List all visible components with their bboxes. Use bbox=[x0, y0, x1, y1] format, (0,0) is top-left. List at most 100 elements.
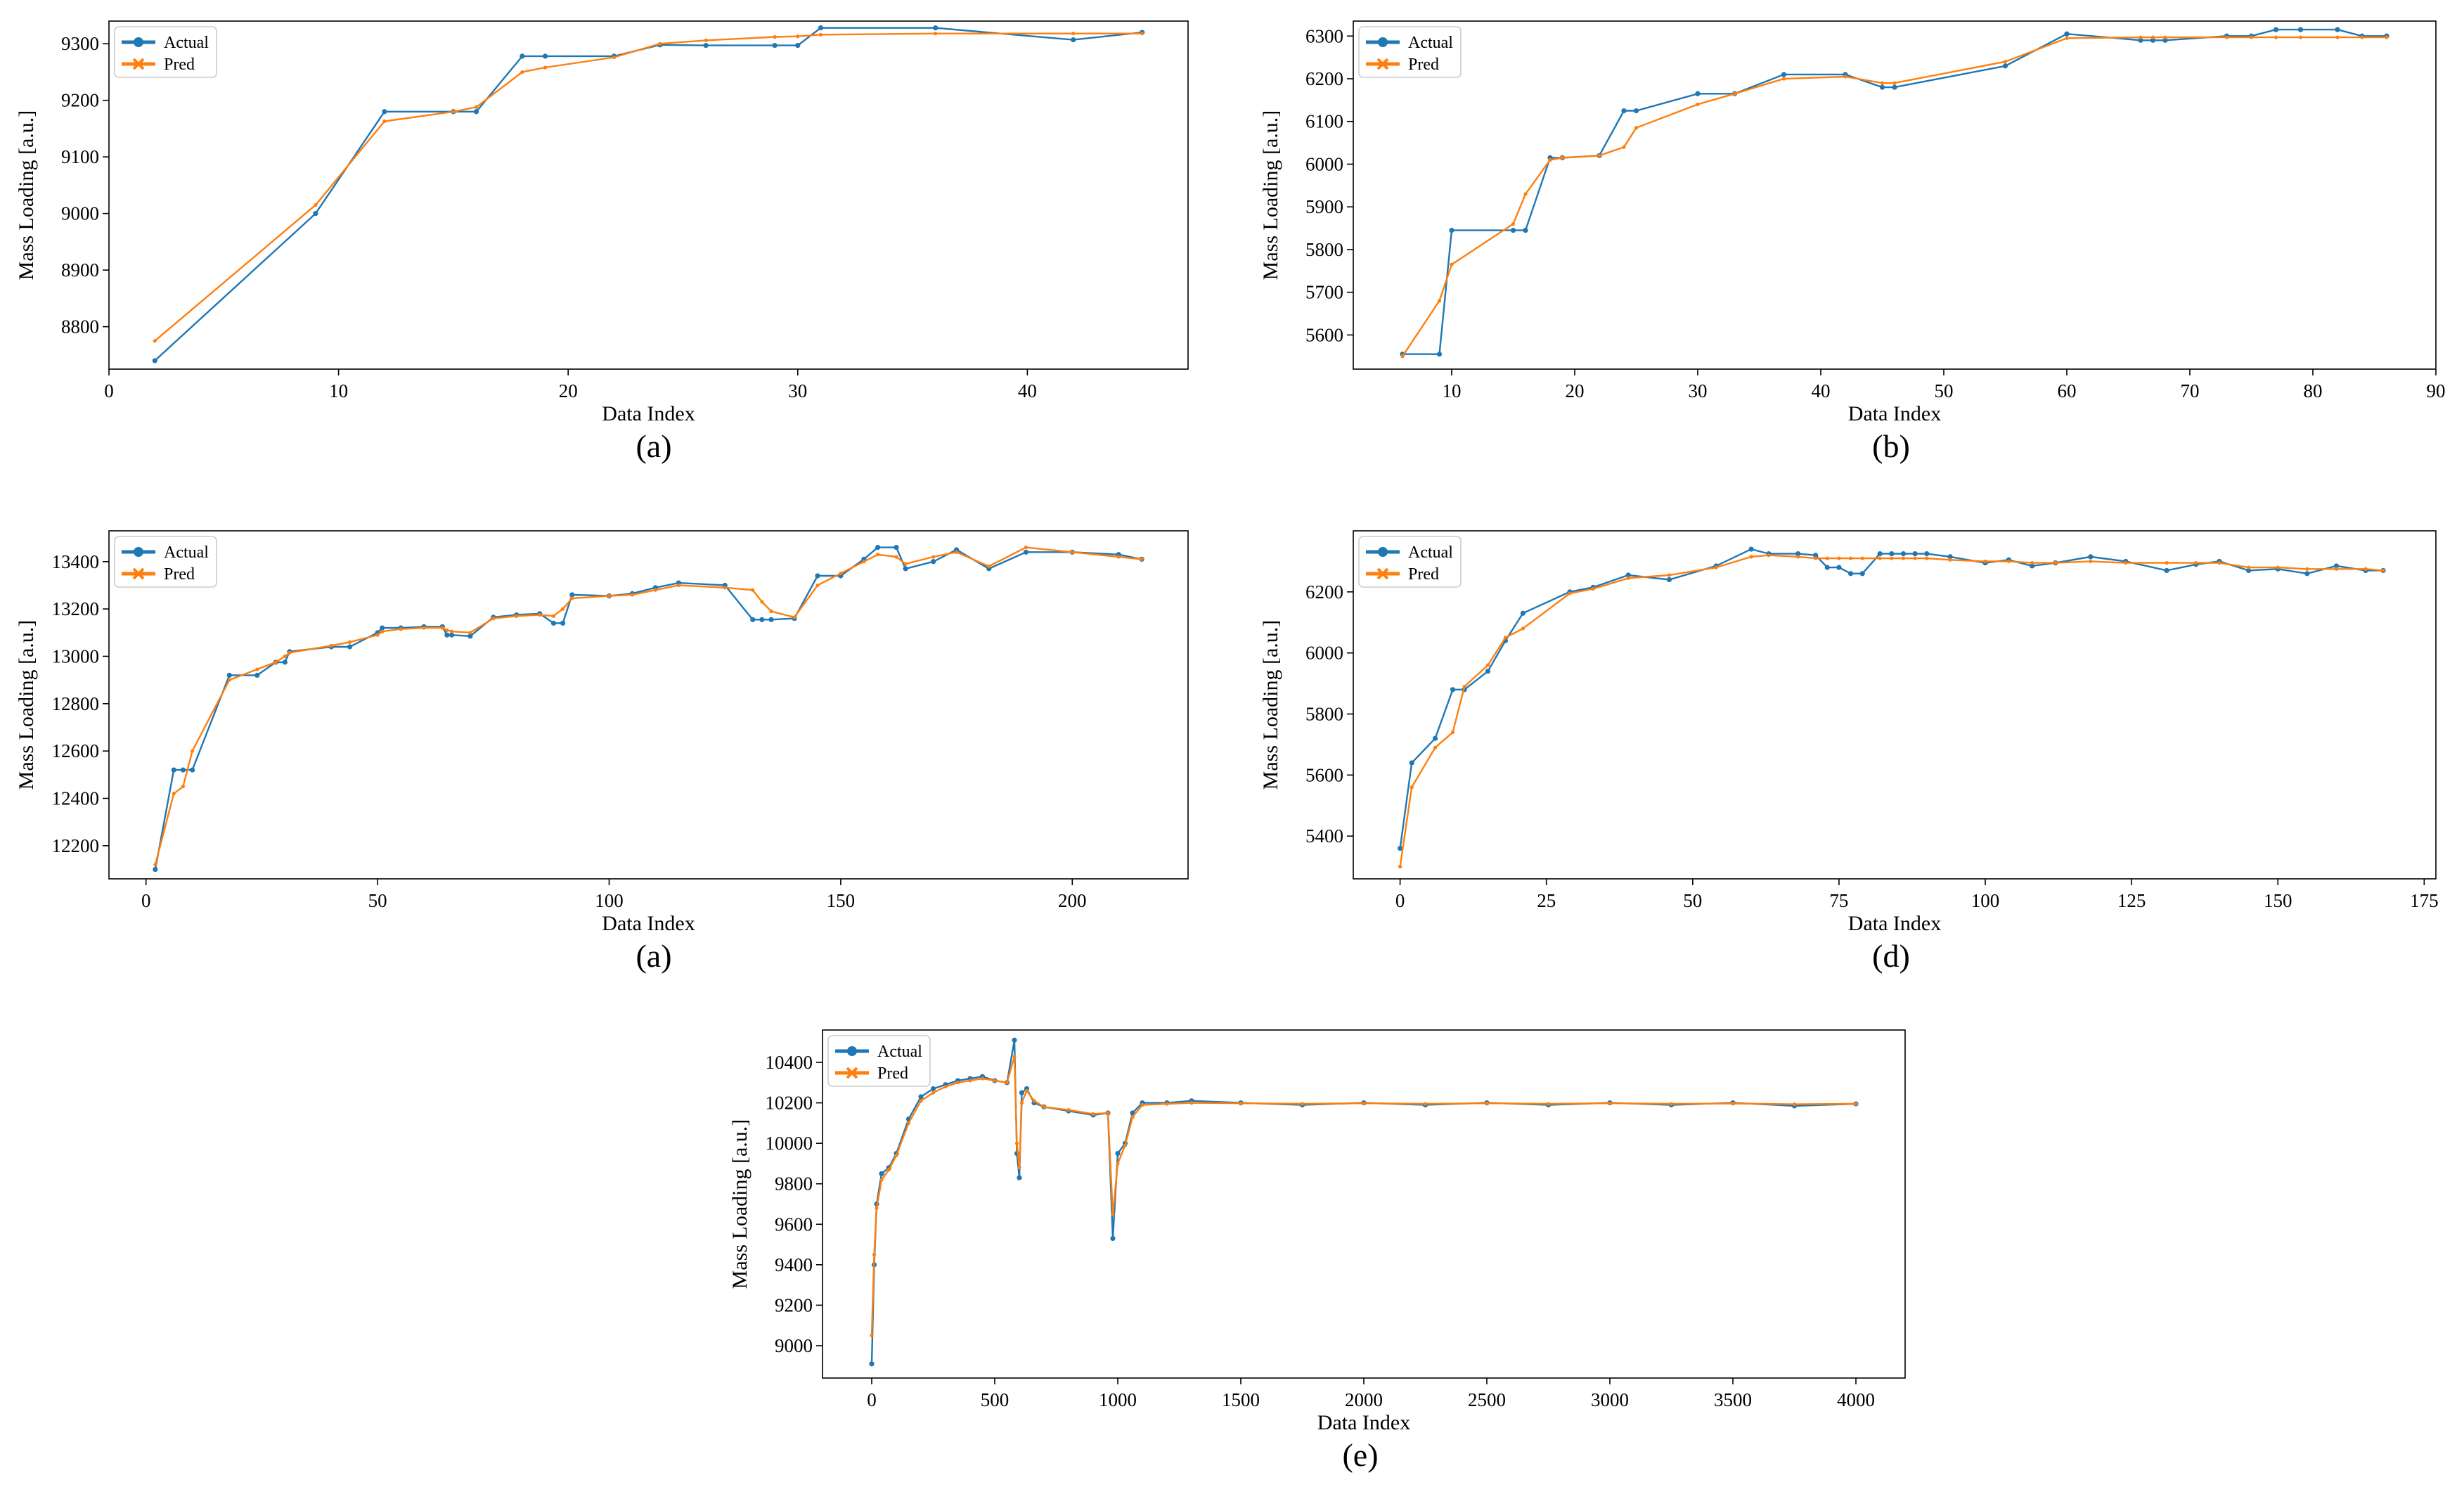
y-tick-label: 12800 bbox=[52, 693, 100, 714]
series-line-actual bbox=[154, 27, 1142, 361]
x-axis-label: Data Index bbox=[602, 402, 695, 425]
data-point-actual bbox=[1397, 845, 1403, 851]
data-point-pred bbox=[468, 631, 472, 635]
y-tick-label: 9600 bbox=[775, 1214, 813, 1235]
data-point-pred bbox=[1568, 591, 1572, 596]
data-point-pred bbox=[1140, 557, 1144, 562]
data-point-pred bbox=[1450, 730, 1455, 735]
data-point-pred bbox=[1116, 555, 1121, 559]
data-point-pred bbox=[2124, 560, 2128, 565]
data-point-pred bbox=[1462, 684, 1466, 689]
data-point-pred bbox=[1781, 77, 1786, 81]
data-point-actual bbox=[1859, 571, 1865, 577]
x-tick-label: 4000 bbox=[1837, 1389, 1875, 1410]
series-line-actual bbox=[154, 546, 1142, 870]
legend-marker-x bbox=[132, 567, 145, 580]
data-point-pred bbox=[2139, 35, 2143, 39]
data-point-actual bbox=[1879, 84, 1885, 90]
data-point-pred bbox=[751, 588, 755, 592]
y-tick-label: 9200 bbox=[775, 1294, 813, 1315]
x-tick-label: 0 bbox=[104, 380, 114, 401]
data-point-actual bbox=[254, 672, 260, 678]
data-point-pred bbox=[870, 1333, 874, 1338]
y-axis-label: Mass Loading [a.u.] bbox=[15, 620, 38, 790]
data-point-actual bbox=[1889, 551, 1895, 557]
y-tick-label: 5600 bbox=[1305, 764, 1343, 785]
data-point-pred bbox=[1071, 32, 1076, 36]
data-point-pred bbox=[796, 34, 800, 39]
data-point-pred bbox=[1130, 1115, 1135, 1119]
data-point-actual bbox=[1924, 551, 1930, 557]
data-point-actual bbox=[1847, 571, 1854, 577]
data-point-actual bbox=[226, 672, 232, 678]
data-point-pred bbox=[943, 1084, 948, 1089]
x-tick-label: 80 bbox=[2304, 380, 2323, 401]
data-point-actual bbox=[903, 566, 908, 572]
legend-label: Actual bbox=[1408, 543, 1453, 562]
x-tick-label: 50 bbox=[1683, 890, 1702, 911]
data-point-pred bbox=[760, 600, 764, 604]
data-point-actual bbox=[520, 53, 525, 59]
data-point-actual bbox=[1409, 760, 1414, 766]
data-point-actual bbox=[1666, 577, 1672, 583]
data-point-pred bbox=[919, 1099, 923, 1103]
data-point-actual bbox=[2246, 567, 2252, 574]
data-point-pred bbox=[968, 1079, 972, 1083]
y-tick-label: 6200 bbox=[1305, 68, 1343, 89]
data-point-pred bbox=[769, 609, 773, 614]
y-tick-label: 6200 bbox=[1305, 581, 1343, 603]
data-point-pred bbox=[227, 678, 231, 682]
legend-label: Pred bbox=[877, 1064, 908, 1083]
y-tick-label: 9100 bbox=[61, 146, 99, 167]
x-tick-label: 125 bbox=[2117, 890, 2146, 911]
plot-frame bbox=[108, 20, 1189, 370]
data-point-pred bbox=[886, 1167, 891, 1172]
data-point-pred bbox=[255, 667, 259, 671]
data-point-actual bbox=[931, 559, 936, 565]
data-point-pred bbox=[1024, 1088, 1029, 1093]
data-point-pred bbox=[1696, 102, 1700, 107]
data-point-actual bbox=[1017, 1175, 1022, 1180]
data-point-pred bbox=[1901, 556, 1906, 560]
data-point-actual bbox=[1892, 84, 1897, 90]
data-point-pred bbox=[1091, 1112, 1095, 1116]
series-line-pred bbox=[1399, 554, 2384, 867]
data-point-actual bbox=[2064, 31, 2070, 37]
data-point-pred bbox=[382, 119, 387, 124]
data-point-actual bbox=[1633, 108, 1639, 114]
data-point-actual bbox=[1115, 1150, 1121, 1157]
legend: Actual Pred bbox=[114, 26, 217, 78]
data-point-actual bbox=[2333, 563, 2340, 569]
data-point-pred bbox=[2335, 35, 2340, 39]
x-tick-label: 20 bbox=[1566, 380, 1585, 401]
data-point-pred bbox=[543, 65, 548, 70]
data-point-pred bbox=[894, 1153, 898, 1158]
data-point-actual bbox=[2335, 27, 2340, 32]
y-tick-label: 6100 bbox=[1305, 111, 1343, 132]
data-point-actual bbox=[795, 43, 801, 49]
data-point-pred bbox=[1511, 221, 1516, 226]
data-point-actual bbox=[569, 592, 575, 598]
data-point-actual bbox=[1795, 551, 1801, 557]
data-point-pred bbox=[2006, 559, 2011, 564]
data-point-pred bbox=[955, 1081, 960, 1085]
data-point-pred bbox=[440, 626, 444, 630]
data-point-pred bbox=[2194, 560, 2198, 565]
data-point-actual bbox=[2002, 63, 2008, 69]
data-point-pred bbox=[612, 55, 617, 60]
y-tick-label: 10400 bbox=[766, 1052, 813, 1073]
y-axis-label: Mass Loading [a.u.] bbox=[728, 1119, 752, 1289]
data-point-pred bbox=[1433, 745, 1438, 749]
data-point-pred bbox=[2053, 560, 2058, 565]
data-point-pred bbox=[1626, 576, 1630, 580]
data-point-actual bbox=[879, 1171, 884, 1176]
y-tick-label: 13200 bbox=[52, 598, 100, 619]
data-point-pred bbox=[2381, 568, 2385, 573]
data-point-actual bbox=[542, 53, 548, 59]
data-point-actual bbox=[1510, 228, 1516, 233]
x-tick-label: 0 bbox=[867, 1389, 877, 1410]
data-point-pred bbox=[449, 629, 454, 633]
data-point-actual bbox=[759, 617, 765, 622]
data-point-actual bbox=[768, 617, 774, 622]
data-point-pred bbox=[875, 1206, 879, 1210]
